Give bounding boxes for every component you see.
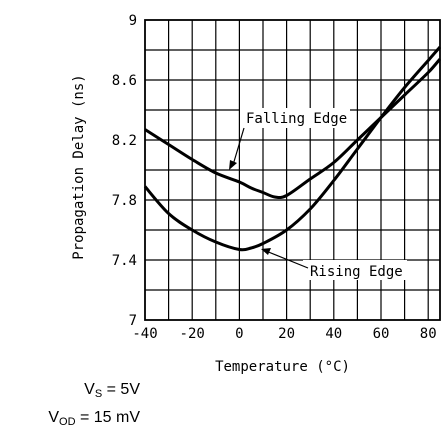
vod-value: = 15 mV [75, 409, 140, 426]
y-axis-label: Propagation Delay (ns) [71, 74, 87, 259]
x-tick-label: 40 [325, 326, 342, 342]
vs-value: = 5V [102, 381, 140, 398]
falling-edge-curve [144, 57, 441, 200]
x-tick-label: -40 [132, 326, 157, 342]
falling-edge-label: Falling Edge [246, 111, 347, 127]
vod-symbol: V [48, 409, 60, 426]
plot-frame [144, 19, 441, 321]
rising-edge-label-bg [303, 260, 407, 280]
y-tick-label: 7 [129, 313, 137, 329]
rising-edge-label: Rising Edge [310, 264, 403, 280]
overdrive-condition: VOD = 15 mV [0, 406, 140, 434]
x-axis-label: Temperature (°C) [215, 359, 350, 375]
y-tick-label: 8.6 [112, 73, 137, 89]
vs-symbol: V [84, 381, 95, 398]
x-tick-label: -20 [180, 326, 205, 342]
supply-voltage-condition: VS = 5V [0, 378, 140, 406]
rising-edge-leader [265, 250, 309, 269]
falling-edge-leader [232, 127, 245, 166]
y-tick-label: 7.4 [112, 253, 137, 269]
vs-subscript: S [94, 388, 103, 400]
x-tick-label: 0 [235, 326, 243, 342]
falling-edge-label-bg [240, 108, 350, 128]
y-tick-label: 9 [129, 13, 137, 29]
rising-edge-arrowhead [261, 248, 271, 255]
falling-edge-arrowhead [229, 160, 237, 170]
test-conditions: VS = 5V VOD = 15 mV [0, 378, 140, 434]
x-tick-label: 60 [373, 326, 390, 342]
x-tick-label: 80 [420, 326, 437, 342]
vod-subscript: OD [59, 416, 76, 428]
y-tick-label: 8.2 [112, 133, 137, 149]
x-tick-label: 20 [278, 326, 295, 342]
rising-edge-curve [143, 45, 441, 252]
y-tick-label: 7.8 [112, 193, 137, 209]
